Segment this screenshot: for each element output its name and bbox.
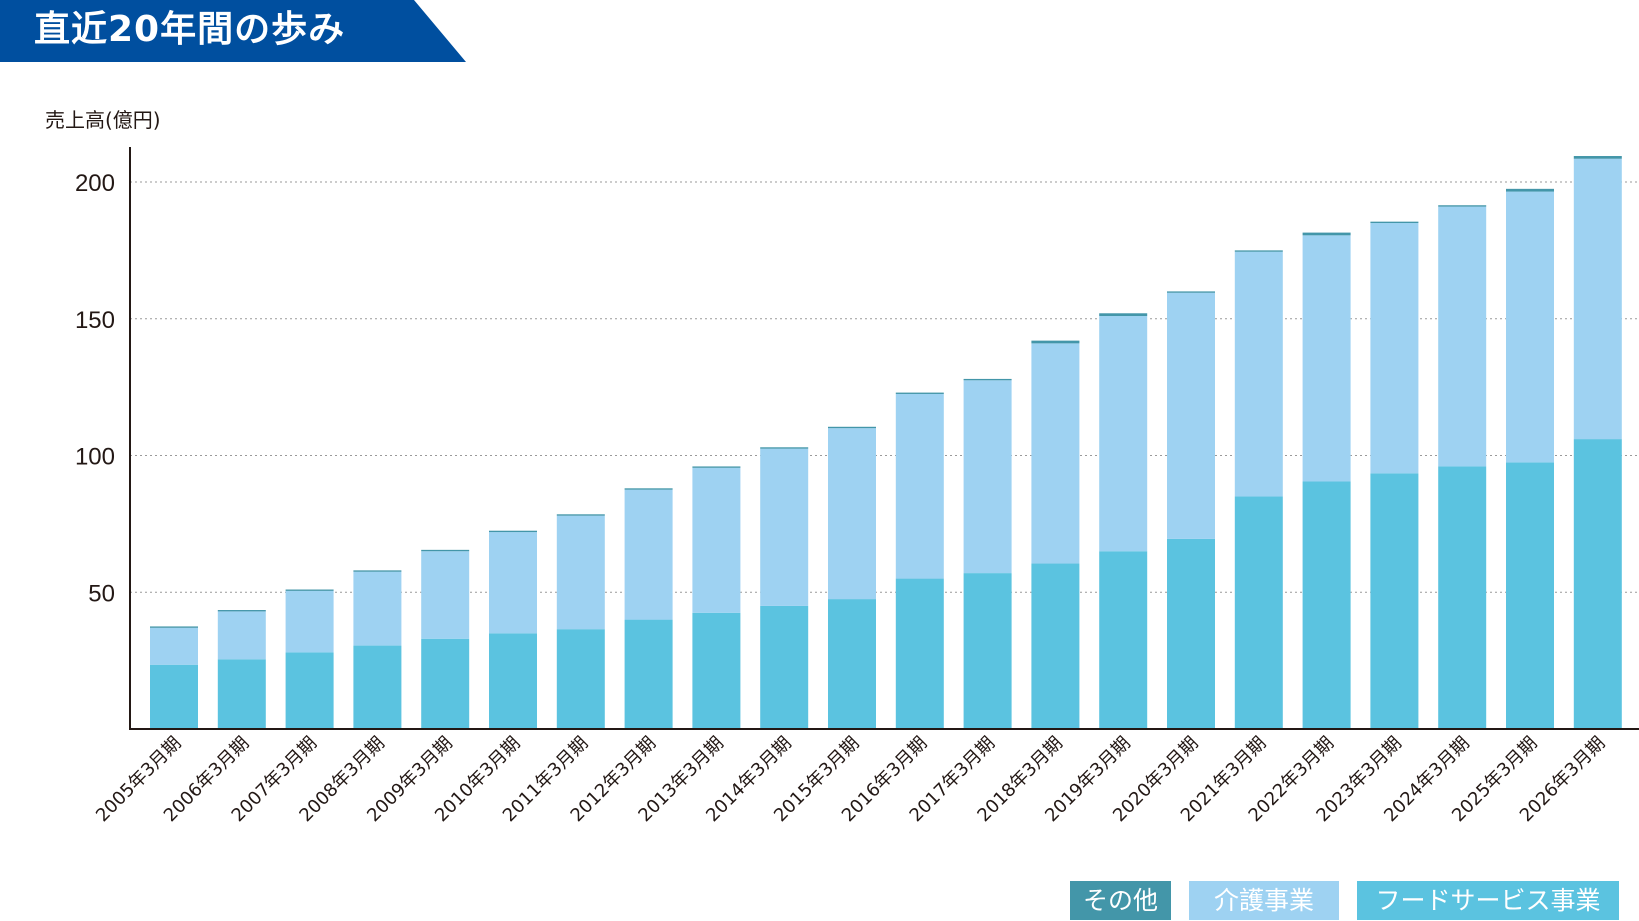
bar-food-5 (489, 633, 537, 729)
bar-care-12 (963, 380, 1012, 574)
bar-other-9 (760, 447, 809, 449)
bar-other-21 (1573, 156, 1622, 159)
bar-food-15 (1167, 538, 1215, 729)
bar-other-17 (1302, 232, 1351, 236)
bar-other-16 (1234, 250, 1283, 252)
y-tick-label-100: 100 (75, 444, 115, 471)
bar-care-9 (760, 448, 809, 606)
bar-food-11 (895, 578, 944, 729)
bar-care-7 (624, 489, 673, 620)
axes (129, 147, 1639, 730)
bar-care-6 (556, 515, 605, 630)
bar-food-13 (1031, 563, 1080, 729)
bar-care-3 (353, 571, 402, 646)
bar-food-10 (828, 599, 876, 729)
chart-title: 直近20年間の歩み (34, 9, 346, 50)
bar-other-11 (895, 392, 944, 394)
legend-food: フードサービス事業 (1357, 881, 1619, 920)
bar-food-2 (285, 652, 334, 729)
bar-care-10 (828, 428, 876, 600)
bar-other-5 (489, 530, 537, 533)
bar-food-12 (963, 573, 1012, 729)
y-axis-label: 売上高(億円) (45, 108, 161, 132)
y-tick-label-150: 150 (75, 307, 115, 334)
bar-care-17 (1302, 235, 1351, 482)
bar-other-3 (353, 570, 402, 572)
bar-care-18 (1370, 223, 1419, 474)
bar-care-15 (1167, 292, 1215, 539)
bar-other-10 (828, 426, 876, 429)
bar-other-12 (963, 378, 1012, 381)
bar-food-3 (353, 645, 402, 729)
bar-care-19 (1438, 206, 1487, 467)
bar-care-11 (895, 393, 944, 579)
bar-other-13 (1031, 340, 1080, 344)
bar-care-4 (421, 551, 470, 639)
bar-care-16 (1234, 251, 1283, 497)
bar-food-20 (1506, 462, 1554, 729)
bar-other-4 (421, 549, 470, 552)
bar-other-6 (556, 514, 605, 516)
bar-food-19 (1438, 466, 1487, 729)
bar-care-8 (692, 467, 741, 613)
bar-other-19 (1438, 205, 1487, 207)
y-tick-label-200: 200 (75, 170, 115, 197)
bar-other-0 (150, 626, 198, 628)
bar-care-1 (217, 611, 266, 660)
bar-food-6 (556, 629, 605, 729)
bar-other-7 (624, 488, 673, 490)
bar-care-14 (1099, 316, 1148, 552)
bar-other-1 (217, 610, 266, 612)
bar-care-0 (150, 627, 198, 665)
bar-other-20 (1506, 188, 1554, 192)
bar-food-1 (217, 659, 266, 729)
bar-care-21 (1573, 158, 1622, 440)
bar-care-5 (489, 532, 537, 634)
bar-food-18 (1370, 473, 1419, 729)
legend-care: 介護事業 (1189, 881, 1339, 920)
bar-series (150, 156, 1622, 729)
title-banner (0, 0, 466, 62)
bar-other-14 (1099, 313, 1148, 317)
bar-food-8 (692, 612, 741, 729)
bar-other-2 (285, 589, 334, 591)
bar-food-4 (421, 638, 470, 729)
bar-food-7 (624, 619, 673, 729)
bar-other-15 (1167, 291, 1215, 293)
y-tick-label-50: 50 (88, 580, 115, 607)
bar-other-8 (692, 466, 741, 468)
bar-food-14 (1099, 551, 1148, 729)
y-tick-labels: 50 100 150 200 (75, 170, 115, 607)
bar-food-17 (1302, 481, 1351, 729)
bar-care-13 (1031, 343, 1080, 564)
bar-care-2 (285, 590, 334, 653)
x-tick-labels: 2005年3月期2006年3月期2007年3月期2008年3月期2009年3月期… (92, 733, 1609, 827)
bar-food-0 (150, 664, 198, 729)
bar-care-20 (1506, 191, 1554, 463)
legend-other: その他 (1070, 881, 1171, 920)
bar-food-9 (760, 605, 809, 729)
bar-food-16 (1234, 496, 1283, 729)
bar-food-21 (1573, 439, 1622, 729)
bar-other-18 (1370, 221, 1419, 224)
